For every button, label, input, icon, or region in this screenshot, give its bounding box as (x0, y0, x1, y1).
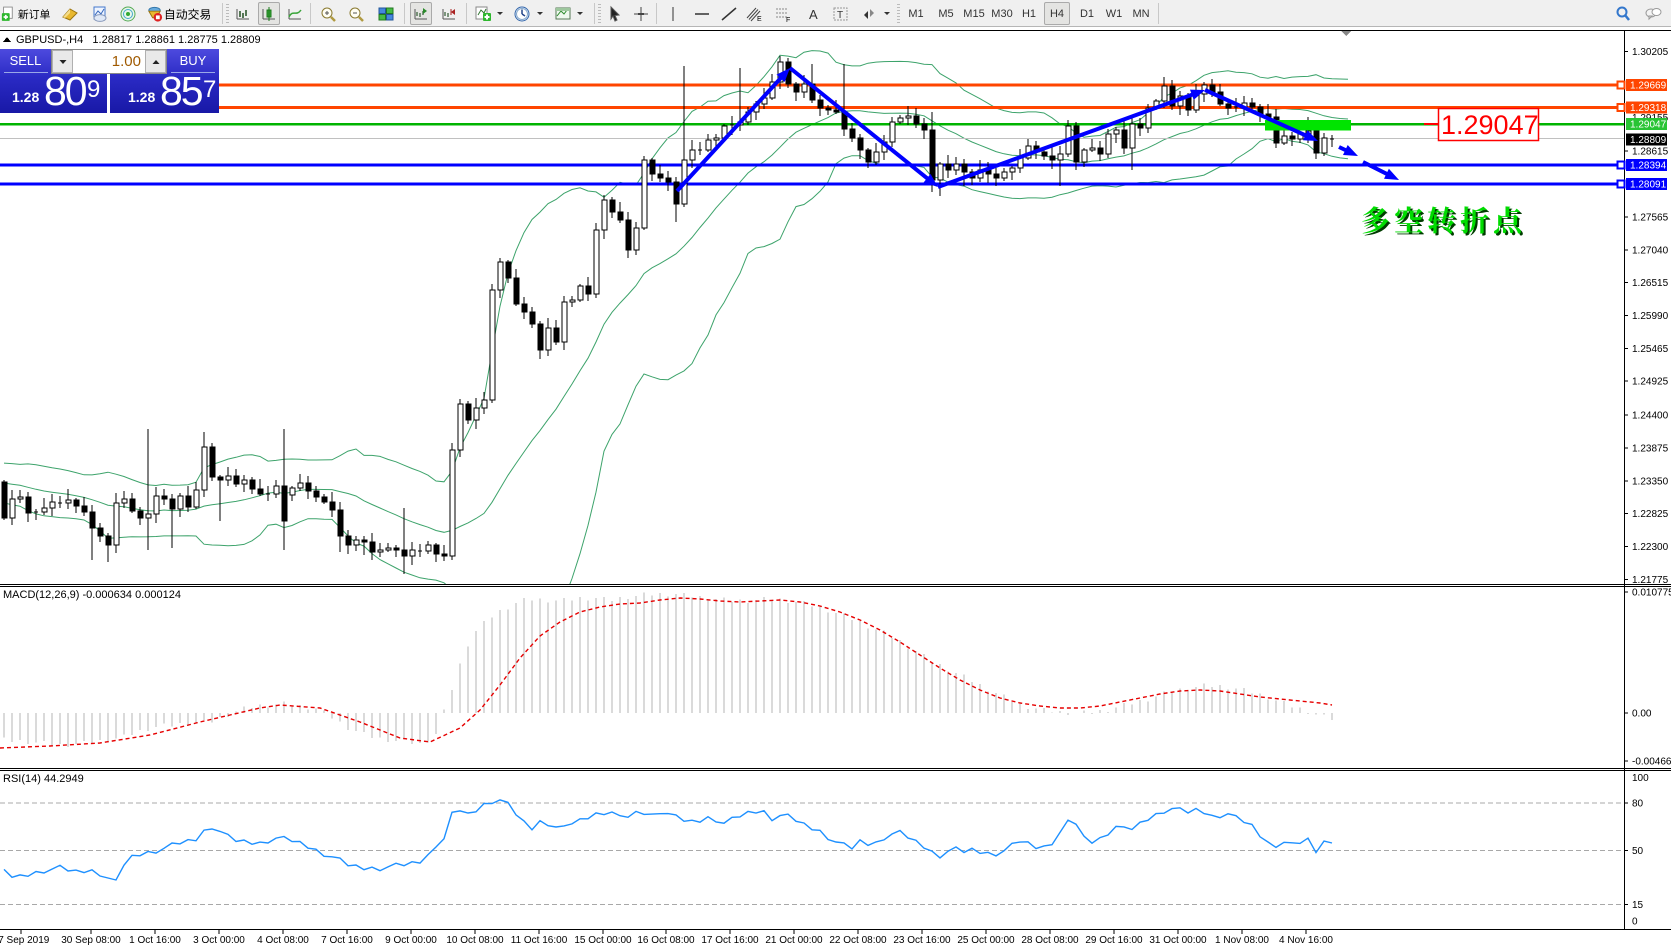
svg-text:1.23875: 1.23875 (1632, 444, 1669, 455)
svg-text:F: F (786, 17, 790, 23)
svg-text:25 Oct 00:00: 25 Oct 00:00 (957, 935, 1015, 946)
svg-text:1.25990: 1.25990 (1632, 311, 1669, 322)
svg-text:1.29669: 1.29669 (1630, 81, 1667, 92)
svg-text:1 Oct 16:00: 1 Oct 16:00 (129, 935, 181, 946)
svg-text:50: 50 (1632, 846, 1644, 857)
svg-text:1.28091: 1.28091 (1630, 180, 1667, 191)
svg-text:100: 100 (1632, 773, 1649, 784)
svg-text:4 Oct 08:00: 4 Oct 08:00 (257, 935, 309, 946)
svg-text:1.26515: 1.26515 (1632, 278, 1669, 289)
svg-text:0.00: 0.00 (1632, 709, 1652, 720)
svg-text:1.30205: 1.30205 (1632, 47, 1669, 58)
svg-text:1.29047: 1.29047 (1630, 120, 1667, 131)
svg-text:1.28394: 1.28394 (1630, 161, 1667, 172)
svg-text:21 Oct 00:00: 21 Oct 00:00 (765, 935, 823, 946)
svg-text:1.27565: 1.27565 (1632, 212, 1669, 223)
svg-text:GBPUSD-,H4 1.28817 1.28861 1: GBPUSD-,H4 1.28817 1.28861 1.28775 1.288… (16, 34, 261, 46)
svg-text:28 Oct 08:00: 28 Oct 08:00 (1021, 935, 1079, 946)
svg-text:MACD(12,26,9) -0.000634 0.0001: MACD(12,26,9) -0.000634 0.000124 (3, 589, 181, 601)
svg-text:22 Oct 08:00: 22 Oct 08:00 (829, 935, 887, 946)
svg-text:3 Oct 00:00: 3 Oct 00:00 (193, 935, 245, 946)
svg-text:16 Oct 08:00: 16 Oct 08:00 (637, 935, 695, 946)
svg-text:1.24400: 1.24400 (1632, 411, 1669, 422)
svg-text:E: E (757, 16, 762, 23)
svg-text:23 Oct 16:00: 23 Oct 16:00 (893, 935, 951, 946)
svg-text:1.23350: 1.23350 (1632, 476, 1669, 487)
svg-text:11 Oct 16:00: 11 Oct 16:00 (511, 935, 568, 946)
svg-text:1.29318: 1.29318 (1630, 103, 1667, 114)
svg-text:T: T (837, 10, 843, 21)
svg-text:1.21775: 1.21775 (1632, 575, 1669, 586)
svg-text:9 Oct 00:00: 9 Oct 00:00 (385, 935, 437, 946)
svg-text:RSI(14) 44.2949: RSI(14) 44.2949 (3, 773, 84, 785)
svg-text:30 Sep 08:00: 30 Sep 08:00 (61, 935, 121, 946)
svg-text:1.22825: 1.22825 (1632, 509, 1669, 520)
svg-text:0: 0 (1632, 917, 1638, 928)
svg-text:1 Nov 08:00: 1 Nov 08:00 (1215, 935, 1269, 946)
svg-text:1.25465: 1.25465 (1632, 344, 1669, 355)
svg-text:31 Oct 00:00: 31 Oct 00:00 (1149, 935, 1207, 946)
svg-text:1.29047: 1.29047 (1441, 110, 1539, 140)
svg-text:1.28809: 1.28809 (1630, 135, 1667, 146)
svg-text:-0.004668: -0.004668 (1632, 757, 1671, 768)
svg-text:4 Nov 16:00: 4 Nov 16:00 (1279, 935, 1333, 946)
svg-text:15 Oct 00:00: 15 Oct 00:00 (574, 935, 632, 946)
svg-text:7 Oct 16:00: 7 Oct 16:00 (321, 935, 373, 946)
svg-text:15: 15 (1632, 900, 1644, 911)
svg-text:1.24925: 1.24925 (1632, 377, 1669, 388)
svg-text:80: 80 (1632, 799, 1644, 810)
svg-text:0.010775: 0.010775 (1632, 588, 1671, 599)
svg-text:17 Oct 16:00: 17 Oct 16:00 (701, 935, 759, 946)
svg-text:1.27040: 1.27040 (1632, 245, 1669, 256)
svg-text:29 Oct 16:00: 29 Oct 16:00 (1085, 935, 1143, 946)
svg-text:A: A (809, 7, 818, 22)
svg-text:1.28615: 1.28615 (1632, 147, 1669, 158)
svg-text:27 Sep 2019: 27 Sep 2019 (0, 935, 50, 946)
svg-text:10 Oct 08:00: 10 Oct 08:00 (446, 935, 504, 946)
svg-text:1.22300: 1.22300 (1632, 542, 1669, 553)
